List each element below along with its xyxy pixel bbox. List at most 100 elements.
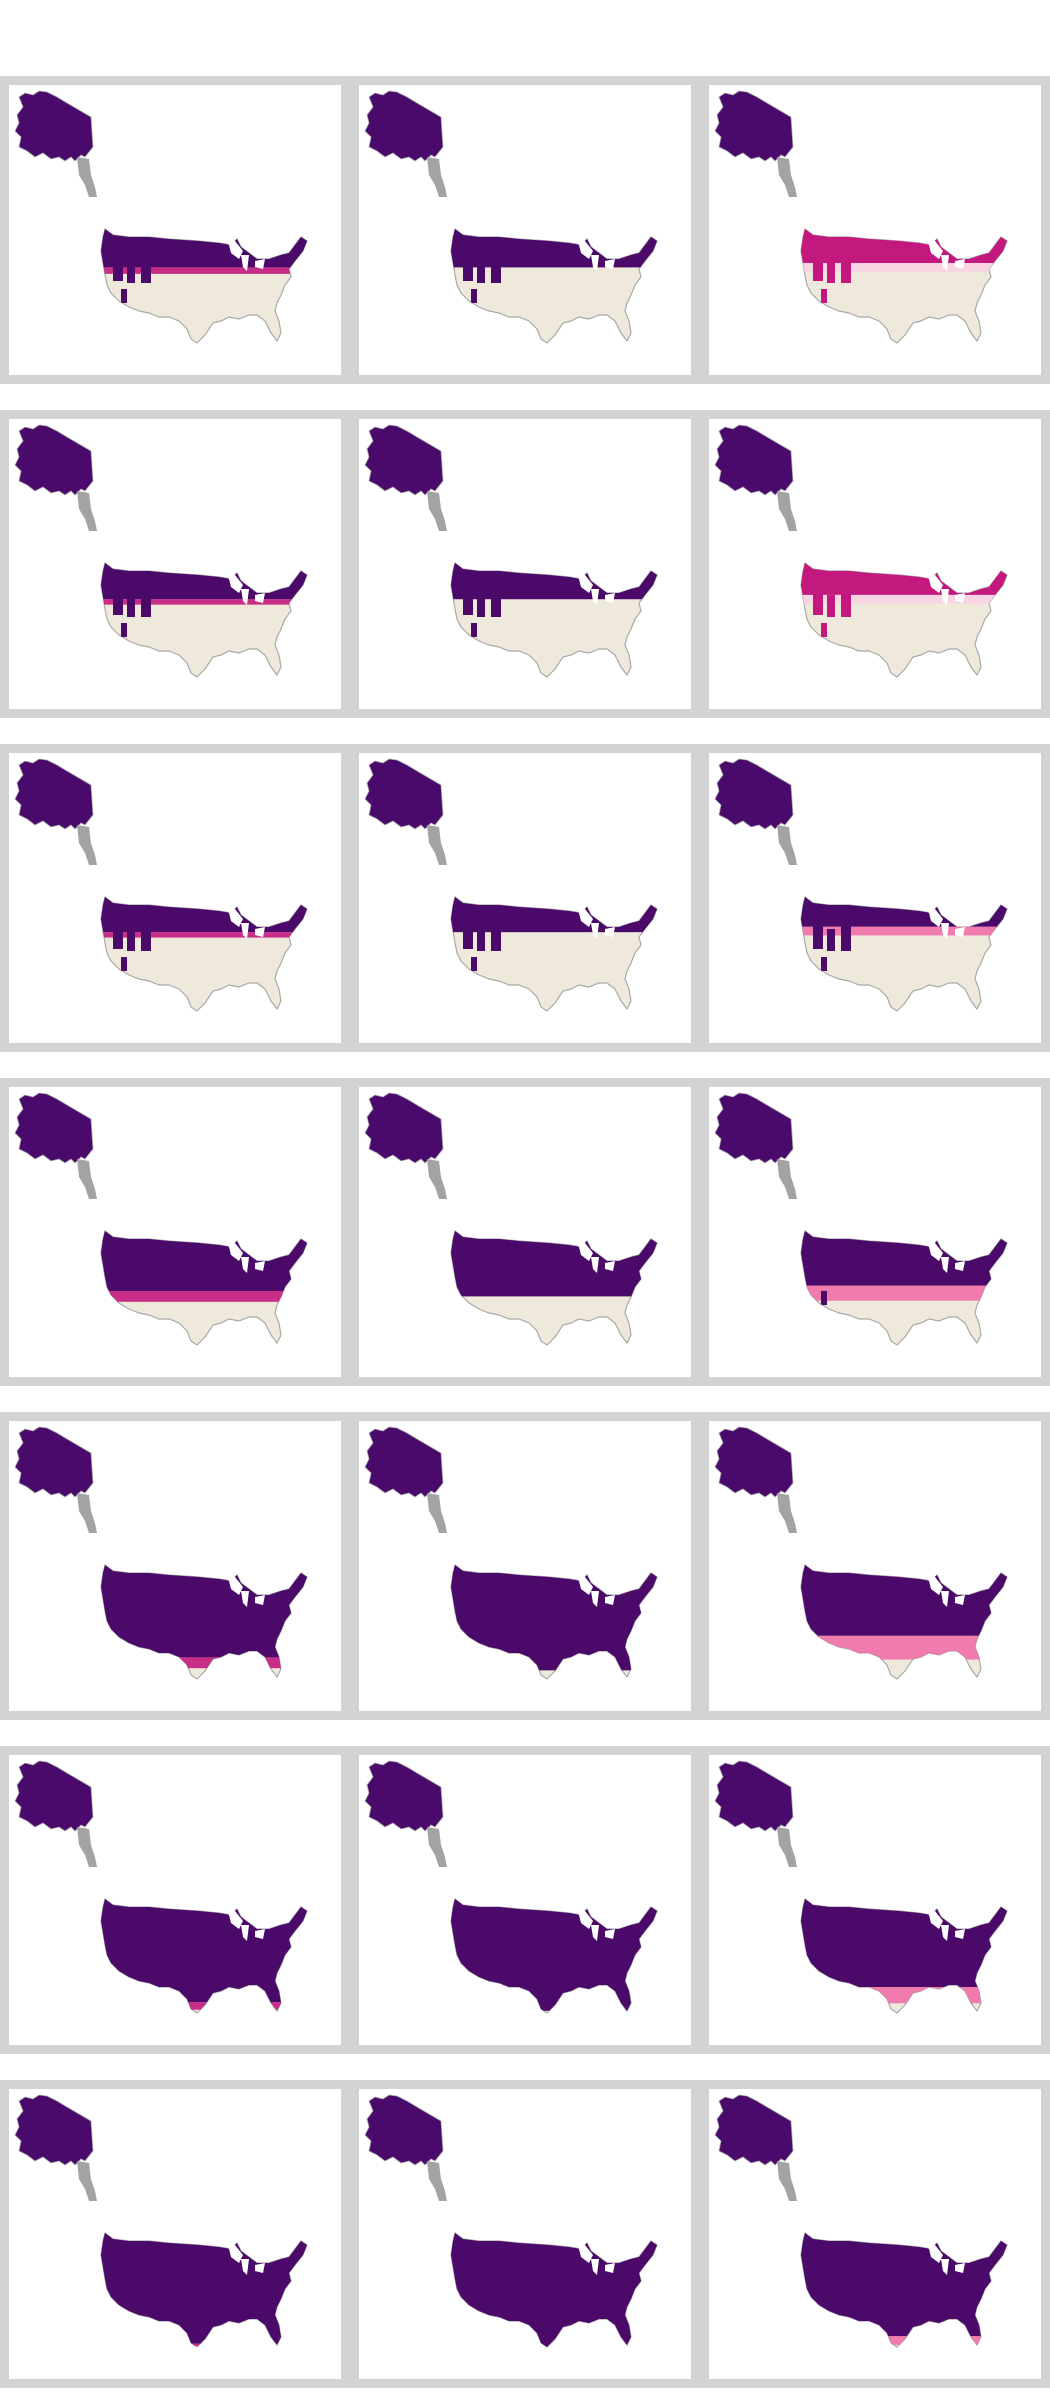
mountain-patch	[491, 253, 501, 283]
map-svg	[14, 758, 308, 1012]
alaska-panhandle-shape	[77, 1159, 97, 1199]
alaska-shape	[364, 1092, 444, 1164]
map-panel-r7-c2	[350, 2080, 700, 2388]
mountain-patch	[477, 595, 485, 617]
mountain-patch	[827, 1263, 835, 1285]
mountain-patch	[113, 589, 123, 615]
coverage-band	[451, 1899, 657, 2011]
mountain-patch	[463, 589, 473, 615]
alaska-panhandle-shape	[427, 1159, 447, 1199]
mountain-patch	[463, 923, 473, 949]
alaska-panhandle-shape	[427, 825, 447, 865]
alaska-panhandle-shape	[77, 157, 97, 197]
mountain-patch	[127, 929, 135, 951]
map-svg	[714, 424, 1008, 678]
map-panel-r1-c1	[0, 76, 350, 384]
mountain-patch	[827, 595, 835, 617]
mountain-patch	[141, 253, 151, 283]
great-lakes-shape	[575, 2245, 615, 2275]
mountain-patch	[471, 623, 477, 637]
coverage-layer	[101, 2233, 307, 2346]
great-lakes-shape	[225, 909, 265, 939]
map-panel-r4-c1	[0, 1078, 350, 1386]
map-panel-r6-c1	[0, 1746, 350, 2054]
alaska-shape	[714, 2094, 794, 2166]
coverage-band	[801, 2233, 1007, 2337]
coverage-band	[451, 1565, 657, 1671]
mountain-patch	[491, 587, 501, 617]
mountain-patch	[813, 255, 823, 281]
mountain-patch	[463, 255, 473, 281]
map-svg	[364, 2094, 658, 2348]
map-panel-r6-c2	[350, 1746, 700, 2054]
coverage-transition-band	[801, 2336, 1007, 2345]
alaska-shape	[714, 424, 794, 496]
great-lakes-shape	[575, 909, 615, 939]
alaska-panhandle-shape	[777, 1493, 797, 1533]
coverage-layer	[101, 1565, 307, 1669]
alaska-shape	[14, 758, 94, 830]
coverage-band	[101, 563, 307, 600]
coverage-band	[101, 2233, 307, 2344]
great-lakes-shape	[925, 2245, 965, 2275]
alaska-panhandle-shape	[777, 825, 797, 865]
map-panel-r4-c3	[700, 1078, 1050, 1386]
coverage-transition-band	[101, 932, 307, 938]
map-panel-r4-c2	[350, 1078, 700, 1386]
alaska-shape	[714, 1426, 794, 1498]
great-lakes-shape	[925, 909, 965, 939]
map-svg	[14, 424, 308, 678]
great-lakes-shape	[925, 1577, 965, 1607]
map-panel-r5-c2	[350, 1412, 700, 1720]
alaska-panhandle-shape	[77, 825, 97, 865]
coverage-transition-band	[101, 2002, 307, 2010]
alaska-shape	[714, 1092, 794, 1164]
map-svg	[714, 1092, 1008, 1346]
coverage-transition-band	[101, 1657, 307, 1669]
alaska-panhandle-shape	[427, 1493, 447, 1533]
coverage-band	[101, 1899, 307, 2003]
mountain-patch	[841, 253, 851, 283]
coverage-transition-band	[101, 1291, 307, 1302]
coverage-layer	[801, 1899, 1007, 2004]
coverage-band	[101, 1565, 307, 1658]
coverage-layer	[801, 1231, 1007, 1305]
mountain-patch	[821, 1291, 827, 1305]
alaska-panhandle-shape	[777, 2161, 797, 2201]
alaska-panhandle-shape	[77, 491, 97, 531]
coverage-band	[101, 229, 307, 268]
alaska-panhandle-shape	[777, 1827, 797, 1867]
alaska-panhandle-shape	[77, 1493, 97, 1533]
map-svg	[714, 758, 1008, 1012]
mountain-patch	[841, 587, 851, 617]
coverage-layer	[101, 1899, 307, 2010]
alaska-shape	[714, 1760, 794, 1832]
map-svg	[14, 1760, 308, 2014]
coverage-transition-band	[101, 599, 307, 605]
mountain-patch	[813, 1257, 823, 1283]
mountain-patch	[821, 289, 827, 303]
alaska-shape	[14, 90, 94, 162]
great-lakes-shape	[925, 1911, 965, 1941]
map-panel-r6-c3	[700, 1746, 1050, 2054]
great-lakes-shape	[225, 1911, 265, 1941]
map-panel-r1-c3	[700, 76, 1050, 384]
coverage-layer	[451, 2233, 657, 2347]
map-panel-r3-c1	[0, 744, 350, 1052]
mountain-patch	[827, 261, 835, 283]
mountain-patch	[477, 261, 485, 283]
alaska-shape	[14, 1760, 94, 1832]
coverage-transition-band	[801, 594, 1007, 604]
map-panel-r3-c3	[700, 744, 1050, 1052]
great-lakes-shape	[225, 2245, 265, 2275]
coverage-layer	[801, 2233, 1007, 2345]
coverage-band	[101, 897, 307, 933]
coverage-band	[801, 1231, 1007, 1286]
map-svg	[14, 1426, 308, 1680]
map-panel-r7-c1	[0, 2080, 350, 2388]
alaska-shape	[714, 758, 794, 830]
map-svg	[364, 1760, 658, 2014]
mountain-patch	[841, 1255, 851, 1285]
alaska-shape	[364, 2094, 444, 2166]
